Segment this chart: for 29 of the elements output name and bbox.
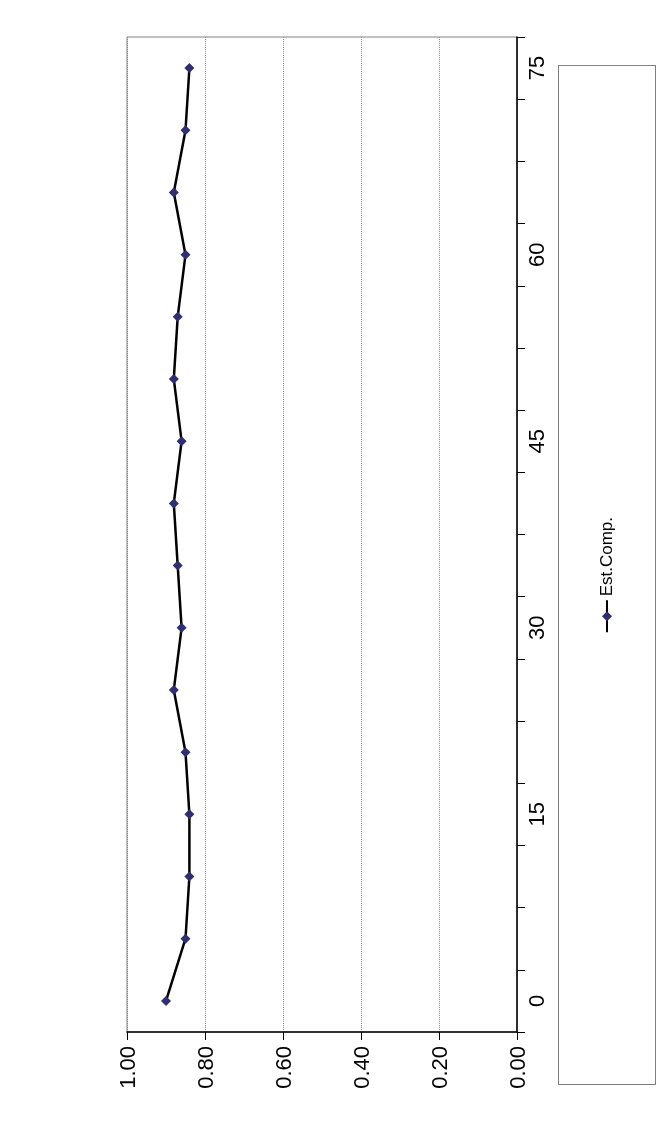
point (180, 747, 191, 758)
point (180, 933, 191, 944)
y-tick-label: 45 (523, 428, 549, 454)
point (176, 436, 187, 447)
x-tick-label: 0.80 (192, 1046, 218, 1089)
point (184, 63, 195, 74)
point (184, 871, 195, 882)
point (180, 125, 191, 136)
x-tick-label: 0.60 (270, 1046, 296, 1089)
point (172, 311, 183, 322)
y-tick-label: 75 (523, 55, 549, 81)
x-tick-label: 0.20 (426, 1046, 452, 1089)
point (168, 187, 179, 198)
point (176, 622, 187, 633)
y-tick-label: 30 (523, 615, 549, 641)
point (172, 560, 183, 571)
point (168, 498, 179, 509)
y-tick-label: 60 (523, 242, 549, 267)
point (168, 374, 179, 385)
x-tick-label: 1.00 (114, 1046, 140, 1089)
point (168, 684, 179, 695)
x-tick-label: 0.00 (504, 1046, 530, 1089)
x-tick-label: 0.40 (348, 1046, 374, 1089)
y-tick-label: 15 (523, 802, 549, 827)
point (180, 249, 191, 260)
point (184, 809, 195, 820)
y-tick-label: 0 (523, 994, 549, 1008)
text: Est.Comp. (597, 516, 617, 597)
point (161, 995, 171, 1006)
